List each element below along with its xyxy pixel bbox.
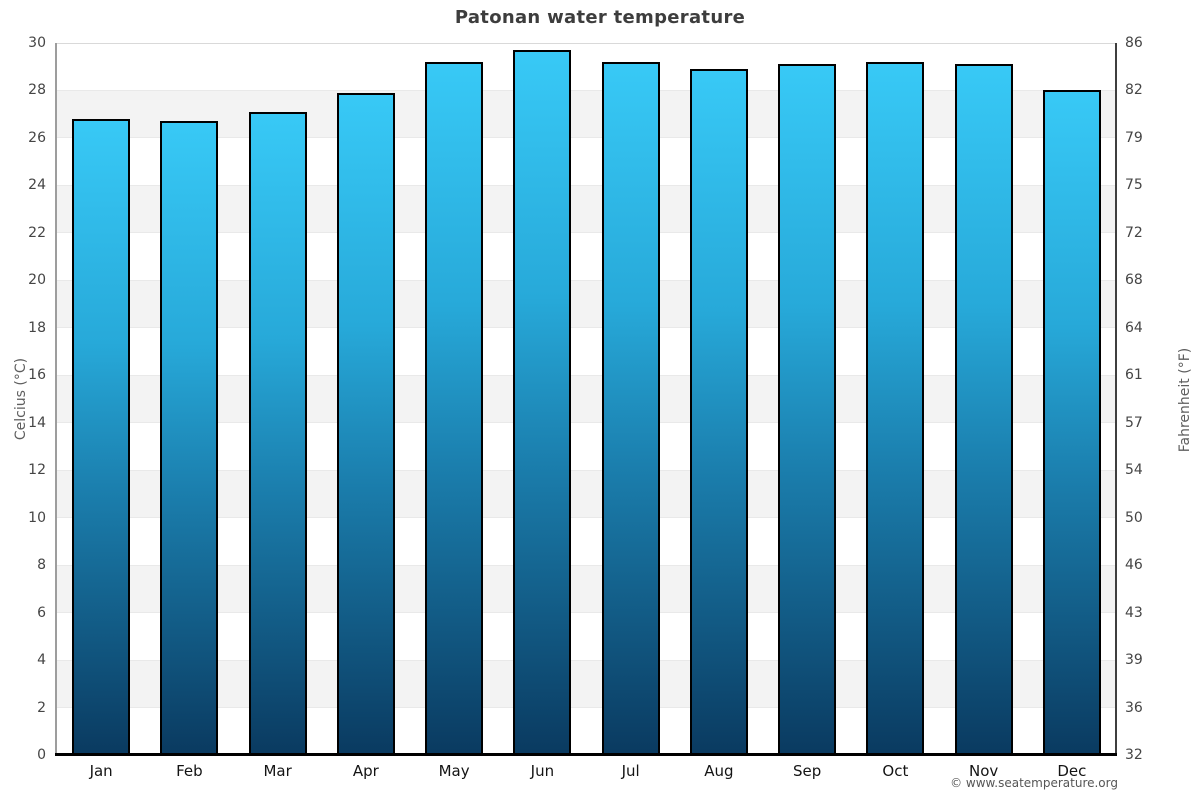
- y-tick-fahrenheit: 46: [1125, 557, 1143, 574]
- y-axis-line-left: [55, 43, 57, 755]
- y-axis-title-celsius: Celcius (°C): [13, 357, 29, 441]
- y-tick-fahrenheit: 39: [1125, 652, 1143, 669]
- y-tick-fahrenheit: 79: [1125, 129, 1143, 146]
- y-tick-fahrenheit: 36: [1125, 699, 1143, 716]
- plot-area: [57, 43, 1116, 755]
- x-axis-baseline: [55, 753, 1117, 756]
- y-tick-celsius: 2: [37, 699, 46, 716]
- footer-credit: © www.seatemperature.org: [950, 776, 1118, 790]
- x-tick-month-may: May: [438, 762, 470, 780]
- bar-nov: [954, 64, 1013, 755]
- y-axis-title-fahrenheit: Fahrenheit (°F): [1177, 347, 1193, 453]
- y-tick-celsius: 8: [37, 557, 46, 574]
- x-tick-month-jun: Jun: [530, 762, 555, 780]
- x-tick-month-oct: Oct: [882, 762, 909, 780]
- bar-oct: [866, 62, 925, 755]
- bar-feb: [160, 121, 219, 755]
- y-tick-fahrenheit: 50: [1125, 509, 1143, 526]
- bar-jan: [72, 118, 131, 755]
- chart-title: Patonan water temperature: [454, 7, 746, 28]
- bar-jun: [513, 50, 572, 755]
- y-tick-celsius: 4: [37, 652, 46, 669]
- bar-sep: [778, 64, 837, 755]
- y-tick-fahrenheit: 43: [1125, 604, 1143, 621]
- y-tick-celsius: 26: [28, 129, 46, 146]
- y-tick-celsius: 16: [28, 367, 46, 384]
- bar-apr: [336, 92, 395, 755]
- y-tick-fahrenheit: 64: [1125, 319, 1143, 336]
- x-tick-month-jan: Jan: [89, 762, 113, 780]
- y-tick-celsius: 20: [28, 272, 46, 289]
- y-tick-celsius: 12: [28, 462, 46, 479]
- y-tick-celsius: 14: [28, 414, 46, 431]
- x-tick-month-apr: Apr: [352, 762, 379, 780]
- y-tick-fahrenheit: 68: [1125, 272, 1143, 289]
- grid-band: [57, 470, 1116, 518]
- bar-may: [425, 62, 484, 755]
- y-tick-celsius: 30: [28, 35, 46, 51]
- y-tick-fahrenheit: 61: [1125, 367, 1143, 384]
- x-tick-month-dec: Dec: [1057, 762, 1087, 780]
- top-gridline: [57, 43, 1116, 44]
- grid-band: [57, 185, 1116, 233]
- grid-band: [57, 90, 1116, 138]
- x-tick-month-aug: Aug: [704, 762, 734, 780]
- grid-band: [57, 280, 1116, 328]
- x-tick-month-feb: Feb: [176, 762, 203, 780]
- y-tick-fahrenheit: 54: [1125, 462, 1143, 479]
- x-tick-month-nov: Nov: [968, 762, 999, 780]
- y-tick-fahrenheit: 57: [1125, 414, 1143, 431]
- bar-dec: [1042, 90, 1101, 755]
- y-axis-line-right: [1115, 43, 1117, 755]
- y-tick-celsius: 0: [37, 747, 46, 763]
- x-tick-month-mar: Mar: [263, 762, 292, 780]
- y-tick-fahrenheit: 82: [1125, 82, 1143, 99]
- y-tick-fahrenheit: 32: [1125, 747, 1143, 763]
- grid-band: [57, 565, 1116, 613]
- y-tick-celsius: 28: [28, 82, 46, 99]
- y-tick-fahrenheit: 86: [1125, 35, 1143, 51]
- bar-jul: [601, 62, 660, 755]
- y-tick-celsius: 6: [37, 604, 46, 621]
- y-tick-celsius: 24: [28, 177, 46, 194]
- grid-band: [57, 375, 1116, 423]
- bar-mar: [248, 111, 307, 755]
- y-tick-celsius: 10: [28, 509, 46, 526]
- y-tick-fahrenheit: 72: [1125, 224, 1143, 241]
- y-tick-celsius: 22: [28, 224, 46, 241]
- y-tick-fahrenheit: 75: [1125, 177, 1143, 194]
- y-tick-celsius: 18: [28, 319, 46, 336]
- grid-band: [57, 660, 1116, 708]
- x-tick-month-jul: Jul: [621, 762, 640, 780]
- x-axis-month-labels: Jan Feb Mar Apr May Jun Jul Aug Sep Oct Nov Dec: [57, 762, 1116, 780]
- x-tick-month-sep: Sep: [792, 762, 822, 780]
- bar-aug: [689, 69, 748, 755]
